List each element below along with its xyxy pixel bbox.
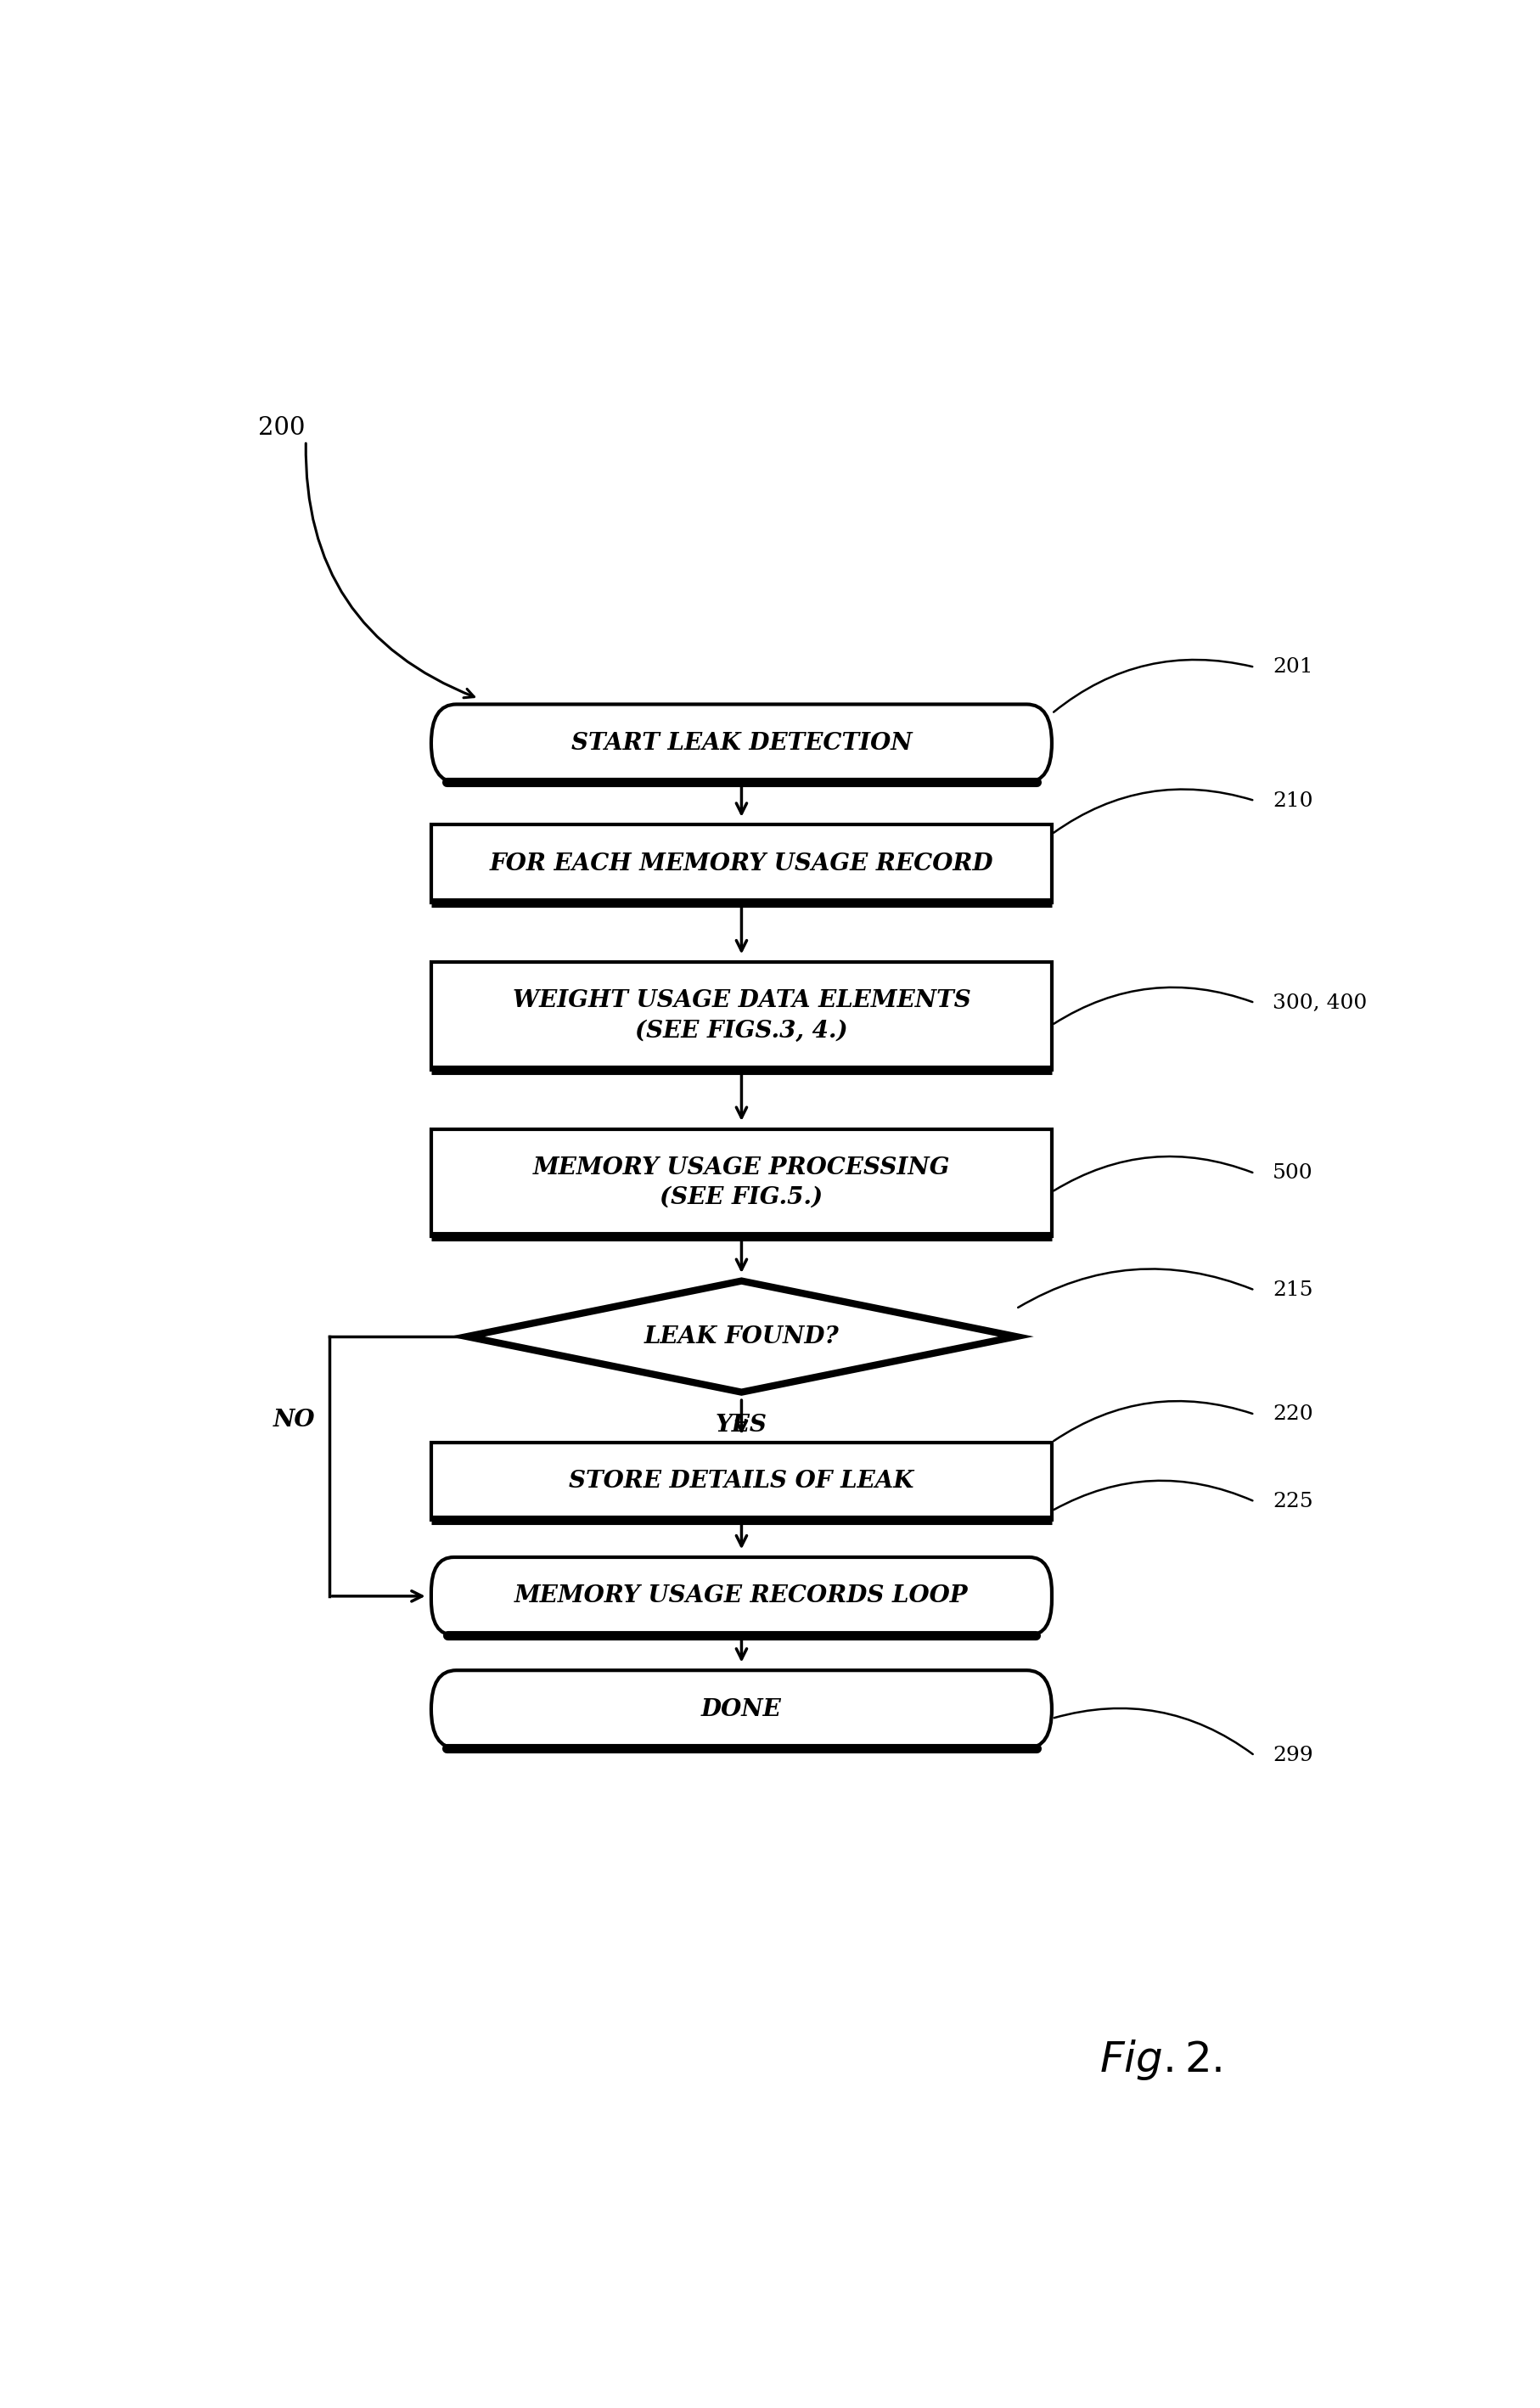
Text: 210: 210	[1272, 790, 1314, 811]
Text: NO: NO	[273, 1409, 316, 1430]
Text: MEMORY USAGE RECORDS LOOP: MEMORY USAGE RECORDS LOOP	[514, 1584, 969, 1609]
Text: YES: YES	[716, 1413, 767, 1438]
Text: $\it{Fig.}$$\it{2.}$: $\it{Fig.}$$\it{2.}$	[1100, 2037, 1223, 2083]
Text: 200: 200	[259, 417, 305, 441]
Text: 215: 215	[1272, 1281, 1314, 1300]
Text: 220: 220	[1272, 1404, 1314, 1423]
Bar	[431, 1442, 1052, 1519]
Text: MEMORY USAGE PROCESSING
(SEE FIG.5.): MEMORY USAGE PROCESSING (SEE FIG.5.)	[533, 1156, 950, 1209]
Text: 300, 400: 300, 400	[1272, 992, 1368, 1014]
Text: 201: 201	[1272, 657, 1314, 677]
Text: START LEAK DETECTION: START LEAK DETECTION	[571, 732, 912, 754]
FancyBboxPatch shape	[431, 1671, 1052, 1748]
Bar	[431, 963, 1052, 1069]
Text: 500: 500	[1272, 1163, 1314, 1182]
FancyBboxPatch shape	[431, 1558, 1052, 1635]
Text: DONE: DONE	[701, 1698, 782, 1722]
Text: LEAK FOUND?: LEAK FOUND?	[644, 1324, 839, 1348]
Polygon shape	[467, 1281, 1016, 1392]
Bar	[431, 826, 1052, 903]
Bar	[431, 1129, 1052, 1235]
Text: FOR EACH MEMORY USAGE RECORD: FOR EACH MEMORY USAGE RECORD	[490, 852, 993, 874]
Text: 225: 225	[1272, 1493, 1314, 1512]
FancyBboxPatch shape	[431, 703, 1052, 783]
Text: WEIGHT USAGE DATA ELEMENTS
(SEE FIGS.3, 4.): WEIGHT USAGE DATA ELEMENTS (SEE FIGS.3, …	[513, 990, 970, 1043]
Text: 299: 299	[1272, 1746, 1314, 1765]
Text: STORE DETAILS OF LEAK: STORE DETAILS OF LEAK	[568, 1469, 915, 1493]
